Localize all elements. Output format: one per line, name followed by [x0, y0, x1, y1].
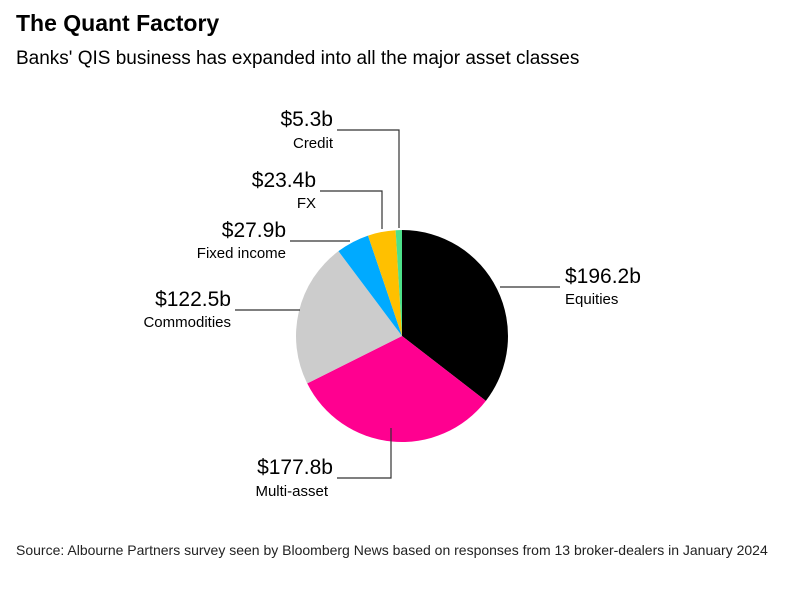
pie-slice-fixed-income	[338, 235, 402, 336]
pie-slice-fx	[368, 230, 402, 336]
pie-slice-credit	[395, 230, 402, 336]
value-label-credit: $5.3b	[280, 108, 333, 131]
source-note: Source: Albourne Partners survey seen by…	[16, 542, 768, 558]
value-label-fixed-income: $27.9b	[222, 219, 286, 242]
value-label-commodities: $122.5b	[155, 288, 231, 311]
value-label-fx: $23.4b	[252, 169, 316, 192]
category-label-multi-asset: Multi-asset	[255, 483, 328, 500]
leader-line-credit	[337, 129, 400, 228]
category-label-fixed-income: Fixed income	[197, 245, 286, 262]
pie-slice-commodities	[296, 251, 402, 384]
value-label-multi-asset: $177.8b	[257, 456, 333, 479]
category-label-credit: Credit	[293, 135, 334, 152]
leader-line-multi-asset	[337, 428, 392, 479]
chart-subtitle: Banks' QIS business has expanded into al…	[16, 48, 580, 69]
pie-slice-equities	[402, 230, 508, 401]
leader-line-fx	[320, 190, 383, 229]
value-label-equities: $196.2b	[565, 265, 641, 288]
pie-slice-multi-asset	[307, 336, 486, 442]
category-label-equities: Equities	[565, 291, 618, 308]
category-label-fx: FX	[297, 195, 316, 212]
chart-title: The Quant Factory	[16, 10, 220, 36]
category-label-commodities: Commodities	[143, 314, 231, 331]
